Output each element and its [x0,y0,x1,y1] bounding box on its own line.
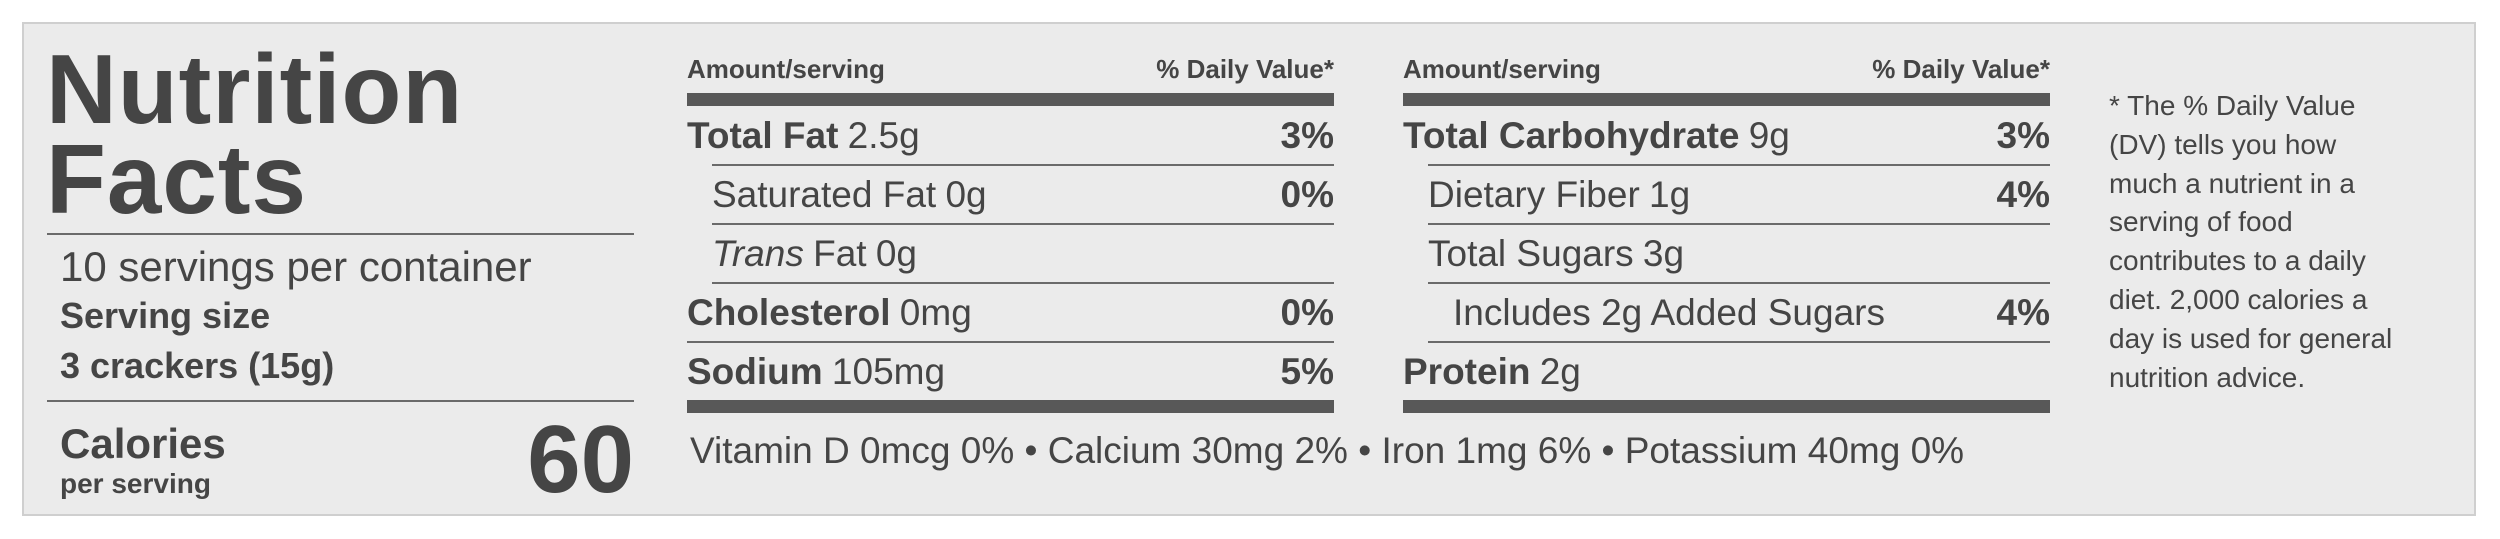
thick-divider [1403,400,2050,413]
per-serving: per serving [60,468,211,499]
divider [712,282,1334,284]
nutrient-amount: 0mg [899,292,972,333]
nutrient-amount: 9g [1748,115,1790,156]
nutrient-dv: 4% [1996,174,2050,215]
serving-size-label: Serving size [60,295,271,336]
nutrient-amount: 0g [875,233,917,274]
divider [1428,341,2050,343]
footnote-line: contributes to a daily [2109,245,2366,277]
nutrient-dv: 3% [1996,115,2050,156]
thick-divider [1403,93,2050,106]
nutrient-amount: 2g [1539,351,1581,392]
thick-divider [687,93,1334,106]
nutrient-name: Fat [813,233,867,274]
nutrient-name: Dietary Fiber [1428,174,1640,215]
nutrient-name: Trans [712,233,804,274]
divider [47,233,634,235]
header-dv: % Daily Value* [1872,54,2050,84]
nutrient-name: Includes 2g Added Sugars [1453,292,1885,333]
nutrient-name: Total Carbohydrate [1403,115,1740,156]
servings: 10 servings per container [60,243,532,290]
nutrient-dv: 5% [1280,351,1334,392]
footnote-line: day is used for general [2109,322,2393,354]
footnote-line: much a nutrient in a [2109,167,2355,199]
nutrient-name: Total Sugars [1428,233,1634,274]
nutrient-dv: 3% [1280,115,1334,156]
nutrient-row: Saturated Fat 0g [712,175,987,215]
nutrient-row: Total Fat 2.5g [687,116,920,156]
serving-size-value: 3 crackers (15g) [60,345,335,386]
calories-value: 60 [527,406,634,513]
nutrient-amount: 2.5g [847,115,920,156]
divider [1428,282,2050,284]
nutrient-dv: 0% [1280,292,1334,333]
header-amount: Amount/serving [1403,54,1601,84]
nutrient-amount: 1g [1649,174,1691,215]
nutrient-amount: 3g [1642,233,1685,274]
nutrient-row: Includes 2g Added Sugars [1453,293,1885,333]
calories-label: Calories [60,420,226,467]
divider [1428,223,2050,225]
footnote-line: nutrition advice. [2109,361,2306,393]
nutrition-label: Nutrition Facts 10 servings per container S… [22,22,2476,516]
divider [712,223,1334,225]
nutrient-row: Cholesterol 0mg [687,293,972,333]
nutrient-row: Protein 2g [1403,352,1581,392]
nutrient-amount: 105mg [831,351,946,392]
header-amount: Amount/serving [687,54,885,84]
nutrient-name: Cholesterol [687,292,891,333]
header-dv: % Daily Value* [1156,54,1334,84]
title: Facts [46,124,308,234]
footnote-line: * The % Daily Value [2109,90,2356,121]
vitamins: Vitamin D 0mcg 0% • Calcium 30mg 2% • Ir… [690,430,1965,471]
footnote-line: serving of food [2109,206,2293,238]
nutrient-name: Sodium [687,351,823,392]
nutrient-amount: 0g [945,174,987,215]
thick-divider [687,400,1334,413]
divider [687,341,1334,343]
nutrient-row: Trans Fat 0g [712,234,917,274]
nutrient-dv: 0% [1280,174,1334,215]
nutrient-name: Protein [1403,351,1531,392]
nutrient-row: Total Sugars 3g [1428,234,1684,274]
nutrient-row: Total Carbohydrate 9g [1403,116,1790,156]
divider [1428,164,2050,166]
nutrient-row: Dietary Fiber 1g [1428,175,1690,215]
nutrient-row: Sodium 105mg [687,352,945,392]
footnote-line: (DV) tells you how [2109,128,2337,160]
nutrient-name: Total Fat [687,115,839,156]
nutrient-name: Saturated Fat [712,174,937,215]
nutrient-dv: 4% [1996,292,2050,333]
divider [712,164,1334,166]
divider [47,400,634,402]
title: Nutrition [46,34,464,144]
footnote-line: diet. 2,000 calories a [2109,284,2368,315]
